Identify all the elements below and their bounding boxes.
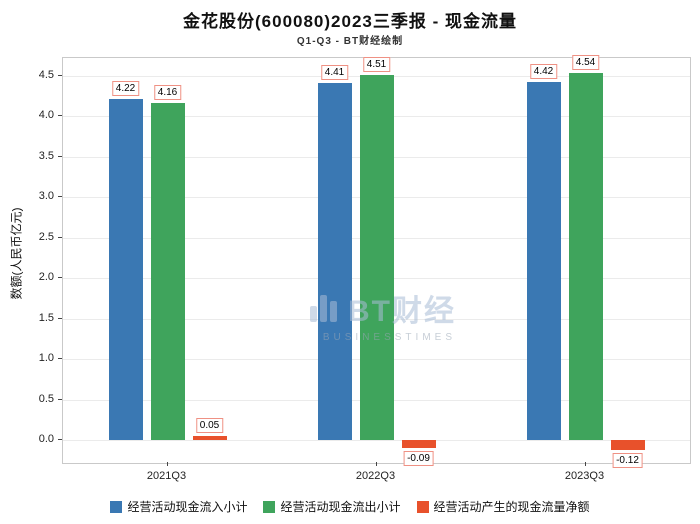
bar-2023Q3-2	[610, 440, 645, 451]
y-tick-mark	[58, 398, 62, 400]
bar-2022Q3-1	[359, 75, 394, 441]
bar-2021Q3-0	[108, 98, 143, 441]
legend: 经营活动现金流入小计 经营活动现金流出小计 经营活动产生的现金流量净额	[0, 498, 700, 515]
legend-swatch-inflow	[110, 500, 123, 513]
bar-value-label: 4.42	[529, 64, 558, 80]
bar-2021Q3-1	[150, 103, 185, 441]
y-tick-label: 1.5	[38, 311, 54, 324]
legend-label-outflow: 经营活动现金流出小计	[280, 500, 401, 514]
bar-2022Q3-2	[401, 440, 436, 448]
chart-title: 金花股份(600080)2023三季报 - 现金流量	[183, 12, 517, 31]
bar-value-label: 4.54	[571, 54, 600, 70]
x-tick-mark	[375, 462, 377, 466]
legend-swatch-net	[416, 500, 429, 513]
bar-2022Q3-0	[317, 83, 352, 441]
bar-value-label: 4.16	[153, 85, 182, 101]
y-tick-mark	[58, 196, 62, 198]
bar-value-label: 4.51	[362, 57, 391, 73]
legend-label-net: 经营活动产生的现金流量净额	[433, 500, 590, 514]
y-tick-mark	[58, 358, 62, 360]
bar-value-label: 4.41	[320, 65, 349, 81]
y-tick-label: 3.0	[38, 190, 54, 203]
chart-subtitle: Q1-Q3 - BT财经绘制	[296, 36, 404, 47]
legend-label-inflow: 经营活动现金流入小计	[127, 500, 248, 514]
y-tick-mark	[58, 155, 62, 157]
y-tick-mark	[58, 317, 62, 319]
gridline	[63, 440, 690, 442]
y-tick-label: 4.0	[38, 109, 54, 122]
y-tick-mark	[58, 277, 62, 279]
y-tick-label: 2.0	[38, 271, 54, 284]
bar-2023Q3-1	[568, 72, 603, 441]
legend-item-net: 经营活动产生的现金流量净额	[416, 498, 590, 515]
legend-swatch-outflow	[263, 500, 276, 513]
x-tick-label: 2021Q3	[146, 470, 187, 482]
x-tick-mark	[584, 462, 586, 466]
y-tick-label: 0.5	[38, 392, 54, 405]
legend-item-outflow: 经营活动现金流出小计	[263, 498, 401, 515]
plot-area: BT财经 BUSINESSTIMES 4.22 4.16 0.05 4.41 4.51-…	[62, 54, 691, 469]
y-tick-label: 1.0	[38, 352, 54, 365]
y-tick-label: 3.5	[38, 149, 54, 162]
x-tick-label: 2023Q3	[564, 470, 605, 482]
x-tick-label: 2022Q3	[355, 470, 396, 482]
legend-item-inflow: 经营活动现金流入小计	[110, 498, 247, 515]
y-tick-label: 0.0	[38, 433, 54, 446]
y-tick-mark	[58, 439, 62, 441]
y-tick-mark	[58, 74, 62, 76]
y-tick-label: 2.5	[38, 230, 54, 243]
y-tick-mark	[58, 236, 62, 238]
bar-value-label: -0.09	[403, 450, 434, 466]
bar-value-label: -0.12	[612, 453, 643, 469]
bar-value-label: 4.22	[111, 80, 140, 96]
bar-2023Q3-0	[526, 82, 561, 441]
bar-2021Q3-2	[192, 436, 227, 441]
bar-value-label: 0.05	[195, 418, 224, 434]
x-tick-mark	[166, 462, 168, 466]
y-tick-mark	[58, 115, 62, 117]
y-tick-label: 4.5	[38, 68, 54, 81]
